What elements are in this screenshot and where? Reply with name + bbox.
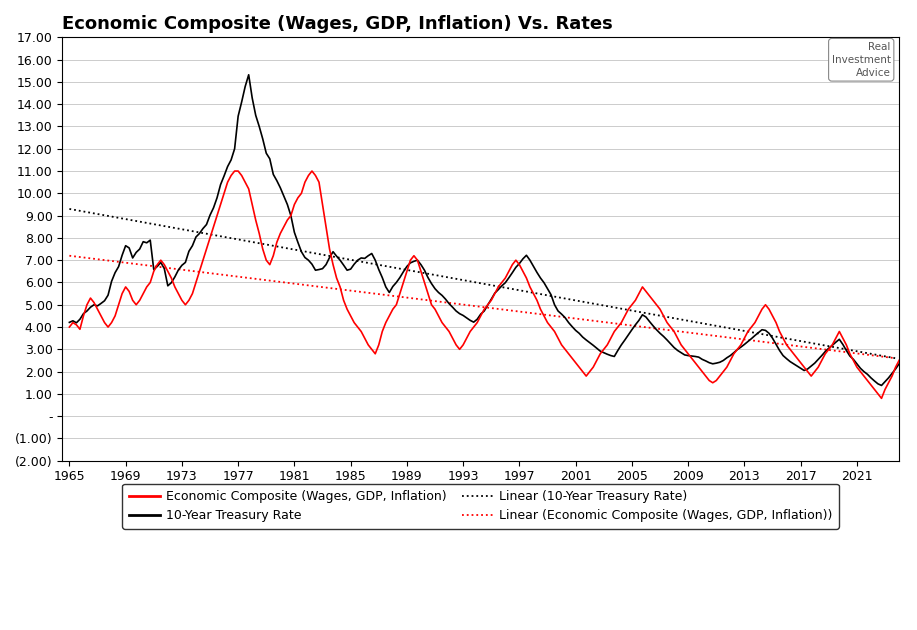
Legend: Economic Composite (Wages, GDP, Inflation), 10-Year Treasury Rate, Linear (10-Ye: Economic Composite (Wages, GDP, Inflatio… [123, 484, 839, 529]
Text: Real
Investment
Advice: Real Investment Advice [832, 42, 890, 78]
Text: Economic Composite (Wages, GDP, Inflation) Vs. Rates: Economic Composite (Wages, GDP, Inflatio… [62, 15, 613, 33]
